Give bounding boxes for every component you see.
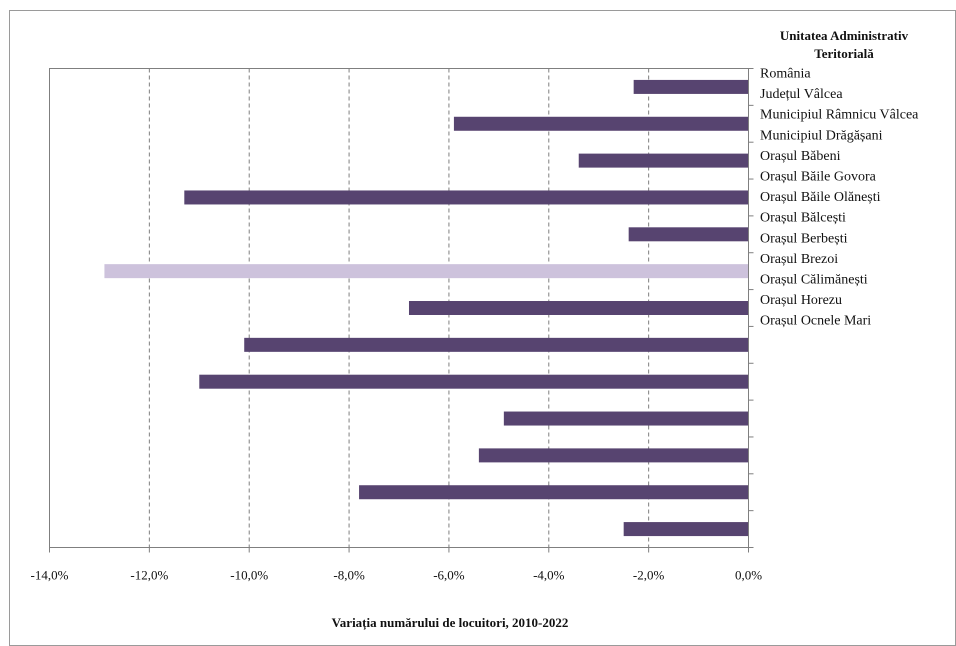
legend-entry: România xyxy=(760,67,811,82)
legend-entry: Orașul Călimănești xyxy=(760,273,868,288)
bar xyxy=(478,448,749,463)
legend-entry: Orașul Horezu xyxy=(760,293,842,308)
axis-layer xyxy=(49,68,754,553)
legend-entry: Orașul Bălcești xyxy=(760,211,846,226)
x-axis-title: Variația numărului de locuitori, 2010-20… xyxy=(332,615,569,631)
bar xyxy=(408,300,749,316)
bar xyxy=(453,116,749,131)
legend-entry: Orașul Băbeni xyxy=(760,149,841,164)
legend-entry: Județul Vâlcea xyxy=(760,87,843,102)
bar xyxy=(104,264,749,279)
legend-layer: România Județul Vâlcea Municipiul Râmnicu … xyxy=(760,67,919,329)
legend-title-line1: Unitatea Administrativ xyxy=(780,28,909,43)
bar xyxy=(184,190,749,205)
x-tick-label: -8,0% xyxy=(333,568,365,583)
x-tick-label: 0,0% xyxy=(735,568,762,583)
bar xyxy=(503,411,749,426)
bar xyxy=(359,485,749,500)
x-tick-label: -6,0% xyxy=(433,568,465,583)
legend-entry: Orașul Băile Olănești xyxy=(760,190,881,205)
tick-label-layer: -14,0% -12,0% -10,0% -8,0% -6,0% -4,0% -2,0% 0,… xyxy=(31,568,763,583)
bar xyxy=(623,522,749,537)
bar xyxy=(199,374,749,389)
x-tick-label: -14,0% xyxy=(31,568,69,583)
x-tick-label: -4,0% xyxy=(533,568,565,583)
legend-title-line2: Teritorială xyxy=(814,46,874,61)
legend-entry: Orașul Brezoi xyxy=(760,252,838,267)
bar-layer xyxy=(104,79,749,537)
x-tick-label: -10,0% xyxy=(230,568,268,583)
bar xyxy=(628,227,749,242)
legend-entry: Orașul Băile Govora xyxy=(760,170,877,185)
bar xyxy=(244,337,749,352)
bar xyxy=(633,79,749,94)
x-tick-label: -2,0% xyxy=(633,568,665,583)
legend-entry: Orașul Berbești xyxy=(760,231,848,246)
legend-entry: Municipiul Râmnicu Vâlcea xyxy=(760,108,919,123)
legend-entry: Municipiul Drăgășani xyxy=(760,128,883,143)
bar xyxy=(578,153,749,168)
legend-entry: Orașul Ocnele Mari xyxy=(760,314,871,329)
x-tick-label: -12,0% xyxy=(130,568,168,583)
